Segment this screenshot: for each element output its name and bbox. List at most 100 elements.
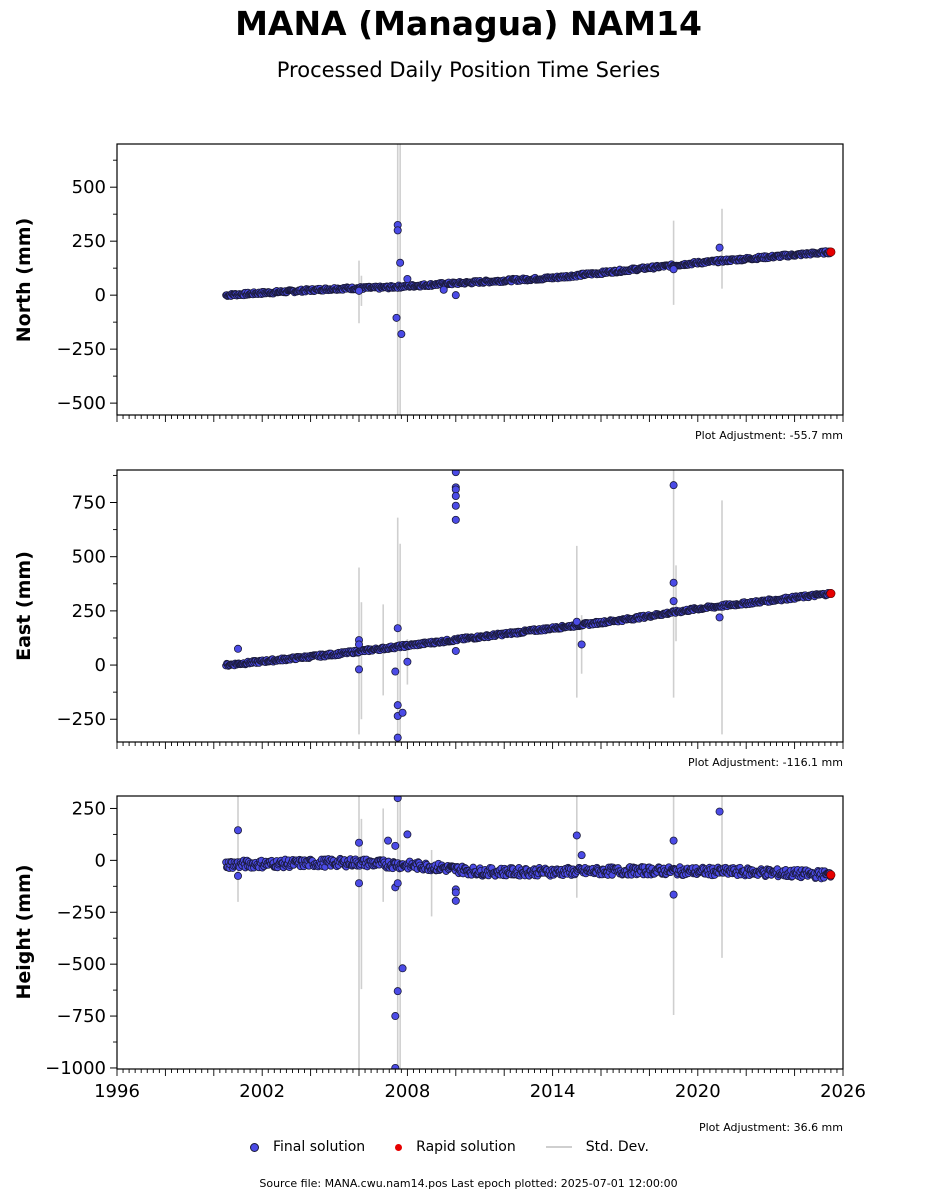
legend-rapid: Rapid solution (395, 1139, 516, 1155)
final-solution-point (393, 987, 402, 996)
final-solution-point (393, 733, 402, 742)
plot-area (222, 796, 836, 1069)
final-solution-point (391, 667, 400, 676)
y-axis-label: Height (mm) (13, 864, 35, 999)
x-tick-label: 2008 (384, 1081, 430, 1102)
x-tick-label: 2014 (530, 1081, 576, 1102)
final-solution-point (715, 807, 724, 816)
y-tick-label: 250 (72, 231, 106, 252)
legend-final-label: Final solution (273, 1139, 366, 1155)
final-solution-point (391, 841, 400, 850)
final-solution-point (451, 515, 460, 524)
final-solution-point (391, 1012, 400, 1021)
x-tick-label: 1996 (94, 1081, 140, 1102)
final-solution-point (669, 836, 678, 845)
final-solution-point (577, 851, 586, 860)
rapid-solution-marker-icon (395, 1143, 403, 1151)
source-footer: Source file: MANA.cwu.nam14.pos Last epo… (259, 1177, 678, 1190)
height-panel: 250 0 −250 −500 −750 −1000 Height (mm) 1996 2002… (13, 795, 866, 1134)
final-solution-marker-icon (250, 1142, 259, 1152)
final-solution-point (392, 313, 401, 322)
y-axis-label: East (mm) (13, 551, 35, 661)
final-solution-point (403, 274, 412, 283)
rapid-solution-point (826, 870, 836, 880)
rapid-solution-point (826, 247, 836, 257)
y-tick-label: −250 (57, 902, 106, 923)
y-axis-label: North (mm) (13, 218, 35, 343)
final-solution-point (393, 701, 402, 710)
y-tick-label: 0 (95, 850, 106, 871)
y-tick-label: 750 (72, 493, 106, 514)
y-tick-label: −250 (57, 339, 106, 360)
y-tick-label: 0 (95, 655, 106, 676)
final-solution-point (577, 640, 586, 649)
y-tick-label: 500 (72, 547, 106, 568)
final-solution-point (354, 640, 363, 649)
final-solution-point (669, 890, 678, 899)
y-tick-label: −750 (57, 1006, 106, 1027)
final-solution-point (354, 838, 363, 847)
final-solution-point (398, 964, 407, 973)
final-solution-point (669, 481, 678, 490)
final-solution-point (451, 501, 460, 510)
x-tick-label: 2020 (675, 1081, 721, 1102)
east-panel: 750 500 250 0 −250 East (mm) Plot Adjustment: … (13, 469, 844, 769)
chart-subtitle: Processed Daily Position Time Series (276, 58, 661, 82)
final-solution-point (403, 657, 412, 666)
y-tick-label: 250 (72, 601, 106, 622)
plot-adjustment-label: Plot Adjustment: -116.1 mm (688, 756, 843, 769)
y-tick-label: 250 (72, 798, 106, 819)
y-tick-label: 0 (95, 285, 106, 306)
final-solution-point (451, 646, 460, 655)
y-tick-label: 500 (72, 177, 106, 198)
legend-final: Final solution (250, 1139, 365, 1155)
final-solution-point (393, 796, 402, 803)
final-solution-point (384, 836, 393, 845)
final-solution-point (451, 888, 460, 897)
final-solution-point (572, 617, 581, 626)
final-solution-point (669, 578, 678, 587)
legend-std: Std. Dev. (545, 1139, 649, 1155)
final-solution-point (393, 226, 402, 235)
legend-std-label: Std. Dev. (585, 1139, 649, 1155)
final-solution-point (354, 879, 363, 888)
plot-area (222, 470, 836, 742)
y-tick-label: −250 (57, 709, 106, 730)
north-panel: 500 250 0 −250 −500 North (mm) Plot Adjustment… (13, 143, 844, 442)
final-solution-point (354, 665, 363, 674)
final-solution-point (233, 871, 242, 880)
final-solution-point (403, 830, 412, 839)
legend: Final solution Rapid solution Std. Dev. (250, 1137, 679, 1157)
plot-area (222, 144, 836, 415)
y-tick-label: −500 (57, 954, 106, 975)
y-tick-label: −1000 (45, 1058, 106, 1079)
rapid-solution-point (826, 589, 836, 599)
final-solution-point (233, 826, 242, 835)
y-tick-label: −500 (57, 393, 106, 414)
final-solution-point (393, 879, 402, 888)
std-dev-line-icon (545, 1146, 572, 1148)
final-solution-point (354, 286, 363, 295)
final-solution-point (669, 265, 678, 274)
final-solution-point (451, 896, 460, 905)
final-solution-point (398, 708, 407, 717)
final-solution-point (439, 285, 448, 294)
final-solution-point (715, 613, 724, 622)
final-solution-point (669, 597, 678, 606)
legend-rapid-label: Rapid solution (416, 1139, 516, 1155)
final-solution-point (451, 492, 460, 501)
chart-title: MANA (Managua) NAM14 (235, 4, 702, 43)
plot-adjustment-label: Plot Adjustment: -55.7 mm (695, 429, 843, 442)
final-solution-point (396, 258, 405, 267)
final-solution-point (715, 243, 724, 252)
x-tick-label: 2026 (820, 1081, 866, 1102)
final-solution-point (451, 291, 460, 300)
final-solution-point (397, 330, 406, 339)
final-solution-point (233, 644, 242, 653)
final-solution-point (391, 1063, 400, 1069)
plot-adjustment-label: Plot Adjustment: 36.6 mm (699, 1121, 843, 1134)
x-tick-label: 2002 (239, 1081, 285, 1102)
final-solution-point (572, 831, 581, 840)
final-solution-point (393, 624, 402, 633)
final-solution-point (451, 470, 460, 477)
